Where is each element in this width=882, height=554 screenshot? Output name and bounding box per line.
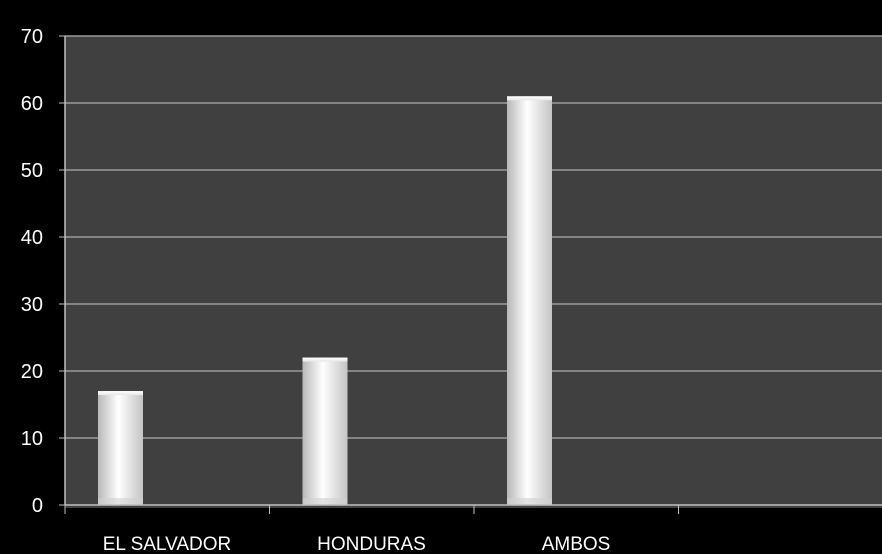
- y-tick-label: 0: [32, 495, 43, 517]
- bars: [98, 96, 552, 506]
- labels: 0 10 20 30 40 50 60 70 EL SALVADOR HONDURAS AMBOS: [21, 26, 611, 554]
- bar-base: [507, 498, 552, 505]
- bar-body: [302, 357, 348, 505]
- y-tick-label: 40: [21, 227, 43, 249]
- bar-1: [302, 357, 348, 505]
- plot-area: [65, 36, 882, 508]
- gridlines: [65, 35, 882, 439]
- y-tick-label: 60: [21, 93, 43, 115]
- bar-body: [98, 391, 143, 505]
- bar-top-face: [302, 357, 348, 362]
- y-tick-label: 30: [21, 294, 43, 316]
- y-tick-label: 20: [21, 361, 43, 383]
- y-tick-label: 70: [21, 26, 43, 48]
- bar-top-face: [507, 96, 552, 101]
- bar-top-face: [98, 391, 143, 396]
- bar-body: [507, 96, 552, 506]
- x-category-label: EL SALVADOR: [103, 534, 231, 554]
- axes: [59, 35, 882, 514]
- y-tick-label: 10: [21, 428, 43, 450]
- bar-base: [98, 498, 143, 505]
- bar-2: [507, 96, 552, 506]
- x-category-label: AMBOS: [542, 534, 611, 554]
- y-tick-label: 50: [21, 160, 43, 182]
- bar-0: [98, 391, 143, 505]
- x-category-label: HONDURAS: [317, 534, 426, 554]
- bar-base: [302, 498, 348, 505]
